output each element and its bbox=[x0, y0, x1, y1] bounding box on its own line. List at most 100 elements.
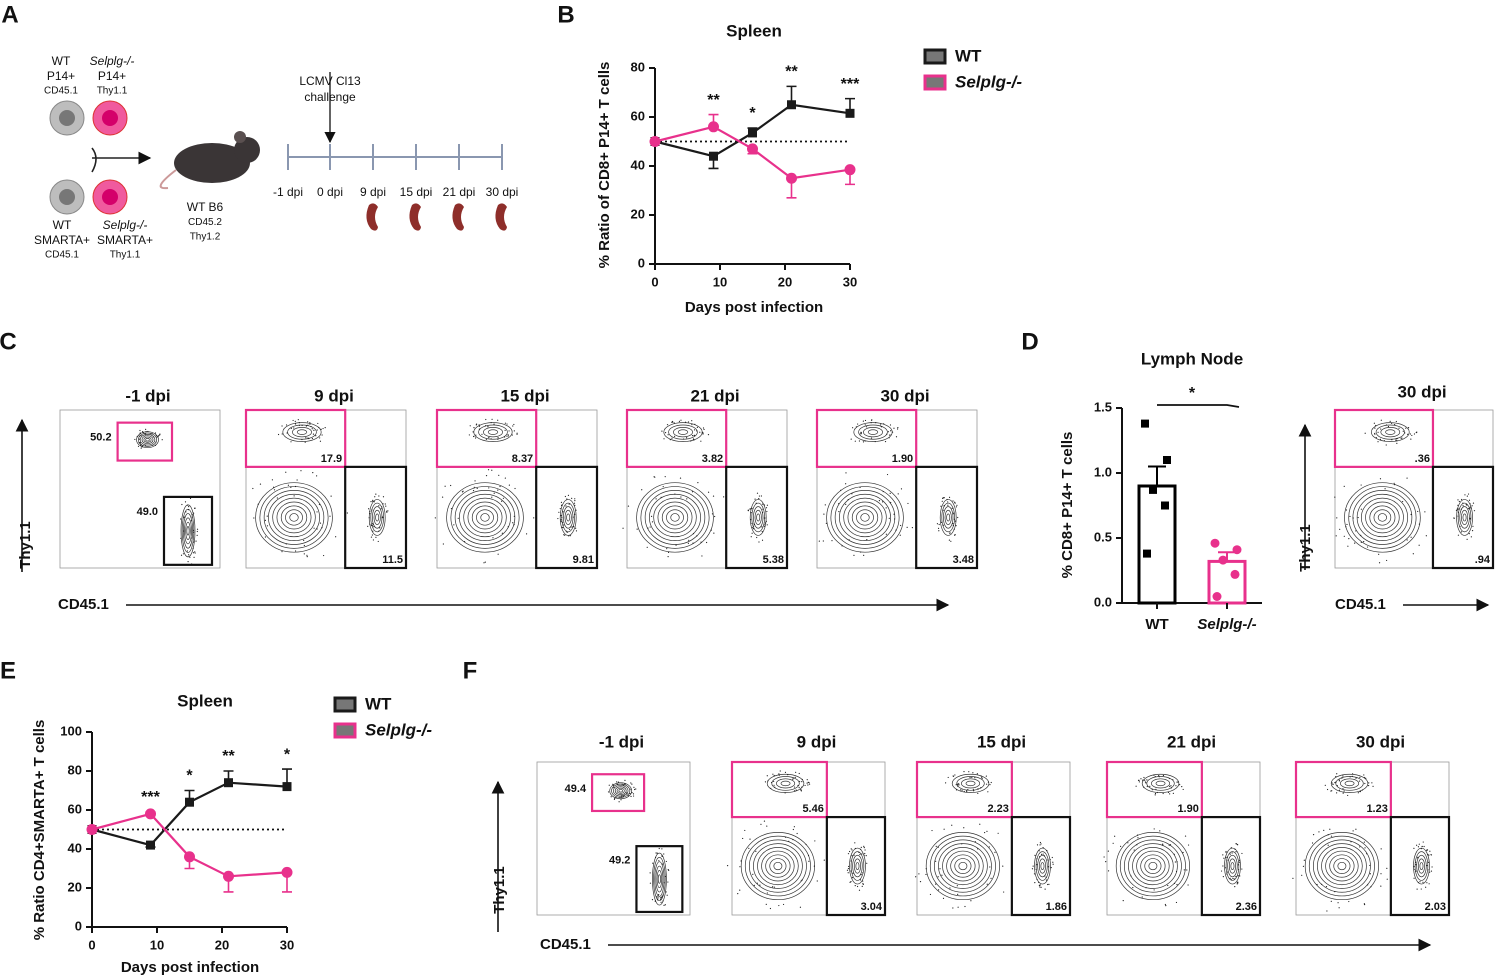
event-dot bbox=[847, 867, 850, 870]
event-dot bbox=[563, 524, 565, 526]
event-dot bbox=[942, 897, 945, 899]
legend-swatch bbox=[333, 696, 357, 713]
event-dot bbox=[504, 429, 506, 431]
event-dot bbox=[497, 489, 499, 491]
event-dot bbox=[861, 885, 863, 887]
event-dot bbox=[318, 503, 321, 506]
contour bbox=[185, 521, 191, 540]
event-dot bbox=[307, 437, 309, 439]
event-dot bbox=[1414, 861, 1417, 864]
event-dot bbox=[1416, 844, 1418, 846]
event-dot bbox=[381, 506, 383, 508]
event-dot bbox=[189, 556, 191, 558]
contour bbox=[138, 432, 158, 447]
event-dot bbox=[652, 862, 654, 864]
event-dot bbox=[1034, 882, 1036, 884]
panel-label: C bbox=[0, 328, 17, 355]
timeline-label: 30 dpi bbox=[486, 185, 519, 199]
event-dot bbox=[502, 497, 505, 499]
event-dot bbox=[1361, 789, 1364, 791]
event-dot bbox=[1045, 876, 1047, 878]
event-dot bbox=[472, 431, 474, 433]
event-dot bbox=[1044, 888, 1046, 890]
event-dot bbox=[1051, 856, 1053, 859]
event-dot bbox=[575, 509, 577, 511]
event-dot bbox=[1329, 828, 1331, 830]
event-dot bbox=[864, 849, 866, 851]
event-dot bbox=[766, 504, 768, 506]
event-dot bbox=[193, 541, 195, 543]
event-dot bbox=[878, 500, 881, 502]
event-dot bbox=[309, 422, 311, 424]
event-dot bbox=[990, 781, 992, 784]
contour bbox=[1337, 861, 1347, 871]
event-dot bbox=[864, 852, 866, 855]
gate-lower bbox=[535, 465, 599, 570]
event-dot bbox=[945, 782, 947, 784]
event-dot bbox=[612, 784, 615, 786]
contour bbox=[1148, 861, 1158, 871]
event-dot bbox=[977, 792, 979, 795]
event-dot bbox=[1038, 850, 1040, 852]
event-dot bbox=[989, 866, 991, 868]
flow-plot bbox=[726, 760, 887, 917]
host-label: WT B6 bbox=[187, 200, 224, 214]
event-dot bbox=[154, 432, 157, 434]
event-dot bbox=[667, 551, 670, 553]
event-dot bbox=[378, 495, 380, 497]
event-dot bbox=[1472, 502, 1475, 504]
event-dot bbox=[374, 496, 376, 498]
event-dot bbox=[636, 528, 638, 530]
challenge-label: LCMV Cl13 bbox=[299, 74, 361, 88]
event-dot bbox=[859, 433, 861, 435]
event-dot bbox=[764, 781, 767, 783]
event-dot bbox=[1470, 507, 1472, 509]
event-dot bbox=[1457, 534, 1460, 536]
y-tick-label: 40 bbox=[631, 157, 645, 172]
event-dot bbox=[1042, 853, 1044, 855]
event-dot bbox=[1386, 559, 1388, 562]
event-dot bbox=[1351, 775, 1353, 777]
event-dot bbox=[907, 502, 909, 505]
event-dot bbox=[864, 424, 866, 426]
event-dot bbox=[1417, 846, 1420, 848]
contour bbox=[370, 502, 384, 533]
spleen-icons bbox=[366, 203, 507, 231]
event-dot bbox=[488, 437, 490, 439]
legend-label: WT bbox=[955, 46, 982, 65]
event-dot bbox=[1153, 889, 1155, 891]
gate-value: .36 bbox=[1415, 453, 1430, 465]
event-dot bbox=[264, 536, 267, 538]
contour bbox=[1369, 505, 1396, 530]
event-dot bbox=[1455, 509, 1458, 512]
significance: * bbox=[186, 768, 193, 785]
event-dot bbox=[1393, 482, 1395, 484]
host-label: CD45.2 bbox=[188, 217, 222, 228]
gate-upper bbox=[1294, 760, 1392, 819]
contour bbox=[761, 850, 795, 882]
event-dot bbox=[1324, 784, 1326, 786]
event-dot bbox=[1292, 877, 1294, 879]
event-dot bbox=[623, 794, 625, 796]
event-dot bbox=[1035, 868, 1037, 871]
event-dot bbox=[1318, 831, 1320, 833]
event-dot bbox=[1464, 494, 1466, 496]
gate-upper bbox=[244, 408, 347, 468]
event-dot bbox=[1337, 902, 1339, 904]
event-dot bbox=[1047, 883, 1049, 886]
contour bbox=[559, 499, 577, 536]
contour bbox=[951, 773, 990, 793]
event-dot bbox=[906, 526, 908, 529]
contour bbox=[644, 490, 706, 545]
event-dot bbox=[1420, 848, 1422, 850]
event-dot bbox=[307, 424, 309, 426]
event-dot bbox=[765, 520, 767, 522]
event-dot bbox=[370, 536, 373, 538]
event-dot bbox=[937, 876, 939, 878]
event-dot bbox=[742, 837, 744, 840]
event-dot bbox=[316, 528, 318, 530]
event-dot bbox=[273, 489, 276, 491]
event-dot bbox=[506, 423, 508, 425]
event-dot bbox=[492, 537, 494, 539]
event-dot bbox=[885, 533, 887, 535]
